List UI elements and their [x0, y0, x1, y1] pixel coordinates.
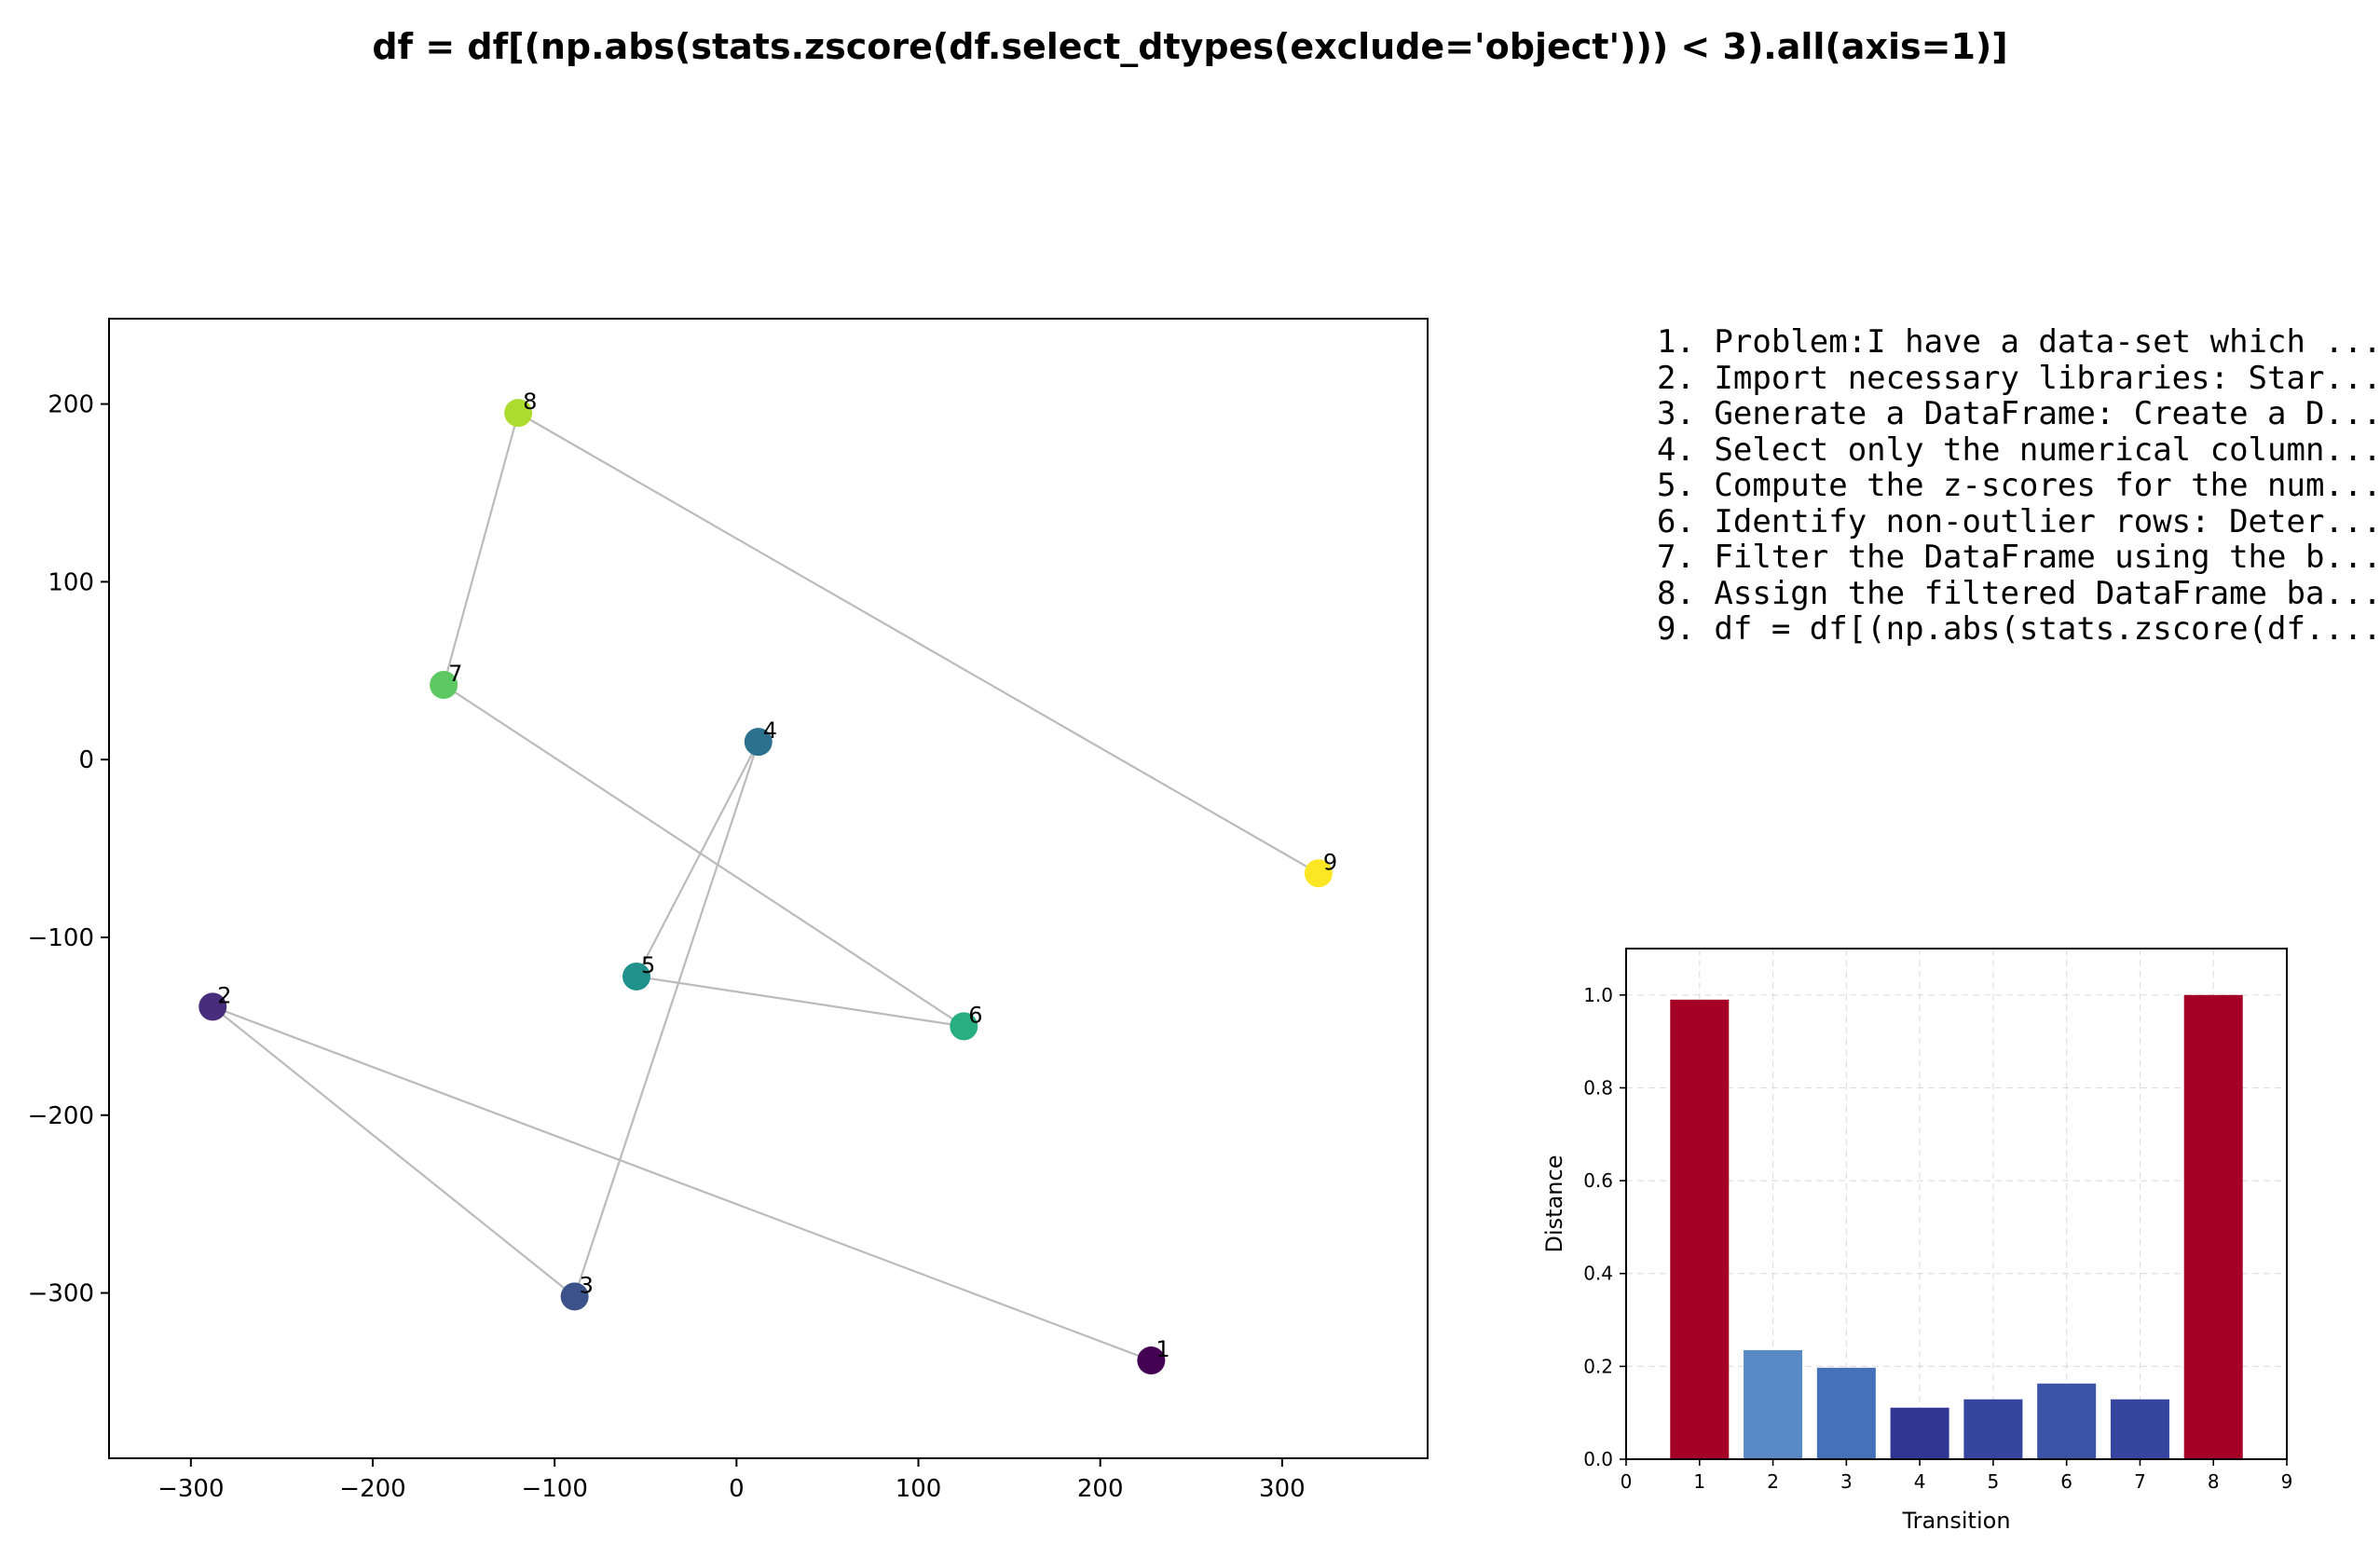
point-label: 5 [641, 952, 655, 978]
data-point [504, 399, 533, 428]
bar [2037, 1383, 2097, 1459]
point-label: 1 [1156, 1336, 1169, 1362]
x-tick-label: 6 [2060, 1470, 2072, 1493]
x-tick-label: −200 [339, 1475, 405, 1503]
y-tick-label: 1.0 [1583, 984, 1613, 1006]
step-item: 1. Problem:I have a data-set which ... [1657, 323, 2380, 361]
x-tick-label: 7 [2134, 1470, 2146, 1493]
step-item: 6. Identify non-outlier rows: Deter... [1657, 502, 2380, 540]
bar [1890, 1407, 1949, 1459]
y-tick-label: 0.2 [1583, 1355, 1613, 1377]
x-tick-label: 4 [1914, 1470, 1926, 1493]
x-axis-label: Transition [1901, 1508, 2010, 1534]
path-segment [517, 412, 1320, 875]
bar [1816, 1367, 1876, 1459]
x-tick-label: 200 [1077, 1475, 1124, 1503]
y-tick-label: 0.4 [1583, 1263, 1613, 1285]
step-item: 5. Compute the z-scores for the num... [1657, 467, 2380, 504]
bar-plot-frame [1625, 948, 2288, 1460]
x-tick-label: 9 [2281, 1470, 2293, 1493]
bar [1670, 999, 1730, 1459]
point-label: 9 [1323, 849, 1337, 875]
point-label: 8 [523, 389, 537, 415]
y-tick-label: 100 [48, 568, 94, 596]
y-axis-label: Distance [1541, 1155, 1567, 1253]
data-point [560, 1282, 589, 1311]
path-segment [443, 684, 964, 1028]
bar [2183, 994, 2243, 1459]
path-segment [573, 741, 759, 1297]
path-segment [443, 412, 520, 686]
x-tick-label: 300 [1259, 1475, 1306, 1503]
bar [1963, 1399, 2023, 1459]
data-point [622, 962, 650, 991]
step-item: 8. Assign the filtered DataFrame ba... [1657, 574, 2380, 612]
point-label: 2 [217, 982, 231, 1008]
point-label: 4 [763, 717, 777, 744]
path-segment [212, 1005, 1152, 1362]
data-point [744, 728, 773, 757]
x-tick-label: 8 [2208, 1470, 2220, 1493]
x-tick-label: 1 [1693, 1470, 1705, 1493]
x-tick-label: 100 [896, 1475, 942, 1503]
data-point [430, 671, 458, 700]
x-tick-label: 3 [1840, 1470, 1853, 1493]
x-tick-label: 2 [1767, 1470, 1779, 1493]
step-item: 2. Import necessary libraries: Star... [1657, 359, 2380, 397]
y-tick-label: −300 [28, 1280, 94, 1308]
x-tick-label: −300 [157, 1475, 224, 1503]
data-point [1137, 1346, 1166, 1375]
y-tick-label: 200 [48, 391, 94, 419]
y-tick-label: 0.6 [1583, 1169, 1613, 1192]
data-point [1304, 859, 1333, 888]
path-segment [212, 1005, 576, 1298]
x-tick-label: 0 [729, 1475, 745, 1503]
y-tick-label: 0 [78, 746, 94, 774]
step-item: 3. Generate a DataFrame: Create a D... [1657, 395, 2380, 432]
y-tick-label: −200 [28, 1102, 94, 1130]
point-label: 7 [448, 661, 462, 687]
bar [1744, 1349, 1803, 1459]
data-point [198, 992, 227, 1021]
y-tick-label: 0.0 [1583, 1448, 1613, 1470]
x-tick-label: 5 [1988, 1470, 2000, 1493]
scatter-plot: 1 2 3 4 5 6 7 8 9 −300 −200 −100 0 100 200 300 −300 −200 −… [28, 318, 1429, 1503]
path-segment [636, 975, 964, 1028]
path-segment [636, 741, 759, 977]
bar [2110, 1399, 2169, 1459]
x-tick-label: 0 [1621, 1470, 1633, 1493]
point-label: 6 [968, 1002, 982, 1028]
plot-frame [108, 318, 1429, 1459]
step-item: 9. df = df[(np.abs(stats.zscore(df.... [1657, 610, 2380, 648]
step-item: 4. Select only the numerical column... [1657, 430, 2380, 469]
point-label: 3 [580, 1272, 594, 1298]
steps-list: 1. Problem:I have a data-set which ... 2… [1657, 324, 2380, 648]
step-item: 7. Filter the DataFrame using the b... [1657, 539, 2380, 576]
y-tick-label: 0.8 [1583, 1076, 1613, 1099]
data-point [950, 1012, 978, 1041]
y-tick-label: −100 [28, 924, 94, 952]
x-tick-label: −100 [521, 1475, 587, 1503]
figure-title: df = df[(np.abs(stats.zscore(df.select_d… [372, 26, 2008, 67]
